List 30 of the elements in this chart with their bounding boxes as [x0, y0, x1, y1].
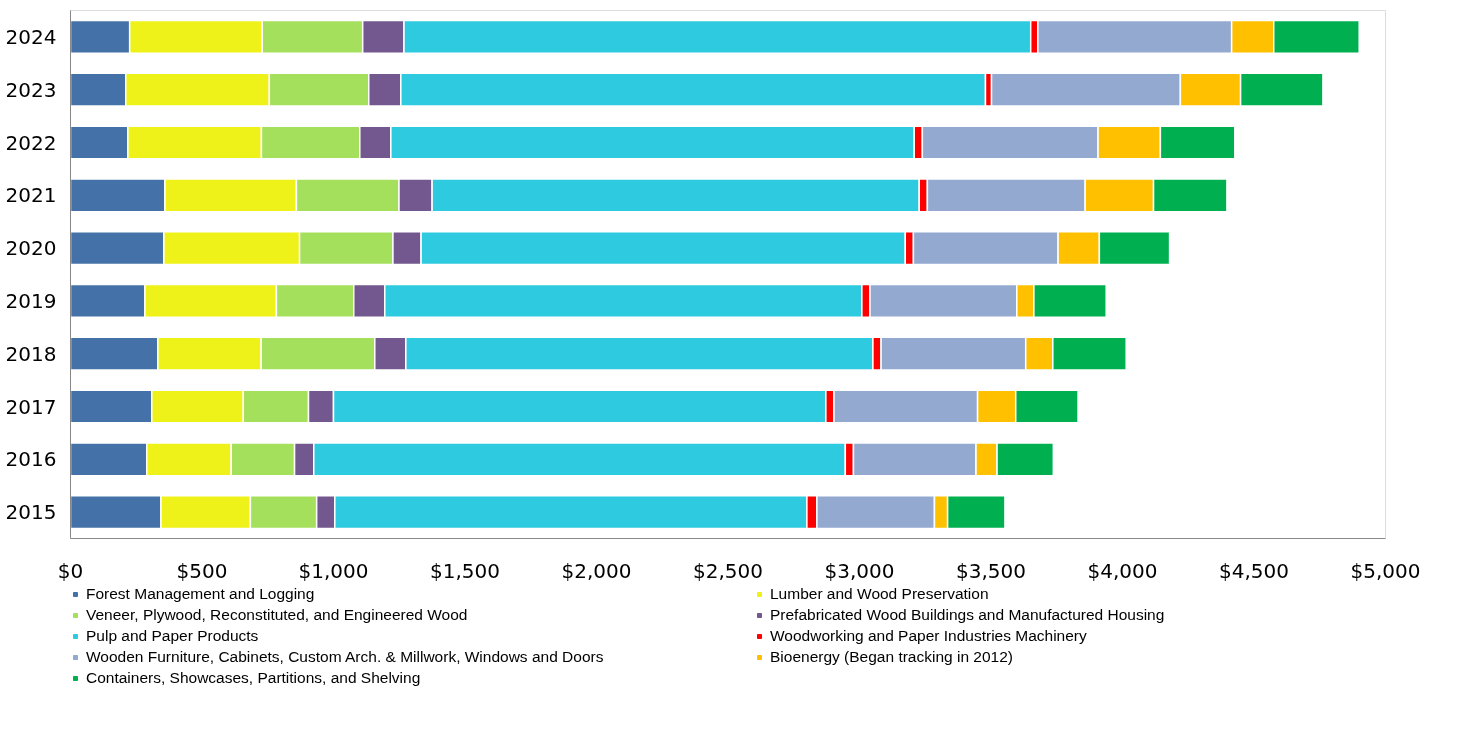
legend-label: Woodworking and Paper Industries Machinery: [770, 627, 1088, 645]
x-tick-label: $4,000: [1087, 558, 1158, 583]
x-tick-label: $0: [57, 558, 84, 583]
x-tick-label: $1,000: [298, 558, 369, 583]
legend-label: Veneer, Plywood, Reconstituted, and Engineered Wood: [86, 606, 469, 624]
y-tick-label: 2015: [5, 500, 57, 525]
x-tick-label: $5,000: [1350, 558, 1421, 583]
x-tick-label: $3,000: [824, 558, 895, 583]
y-tick-label: 2023: [5, 77, 57, 102]
x-tick-label: $500: [176, 558, 228, 583]
legend-label: Forest Management and Logging: [86, 585, 316, 603]
y-tick-label: 2024: [5, 24, 57, 49]
legend-label: Prefabricated Wood Buildings and Manufactured Housing: [770, 606, 1166, 624]
y-tick-label: 2021: [5, 183, 57, 208]
x-tick-label: $3,500: [956, 558, 1026, 583]
y-tick-label: 2022: [5, 130, 57, 155]
legend-label: Wooden Furniture, Cabinets, Custom Arch. & Millwork, Windows and Doors: [86, 648, 605, 666]
y-tick-label: 2018: [5, 341, 57, 366]
x-tick-label: $4,500: [1219, 558, 1289, 583]
legend-label: Containers, Showcases, Partitions, and Shelving: [86, 669, 422, 687]
x-tick-label: $2,500: [693, 558, 763, 583]
x-tick-label: $2,000: [561, 558, 632, 583]
y-tick-label: 2017: [5, 394, 57, 419]
x-tick-label: $1,500: [430, 558, 500, 583]
legend-label: Bioenergy (Began tracking in 2012): [770, 648, 1014, 666]
legend-label: Lumber and Wood Preservation: [770, 585, 990, 603]
y-tick-label: 2016: [5, 447, 57, 472]
legend-label: Pulp and Paper Products: [86, 627, 260, 645]
y-tick-label: 2020: [5, 236, 57, 261]
y-tick-label: 2019: [5, 288, 57, 313]
